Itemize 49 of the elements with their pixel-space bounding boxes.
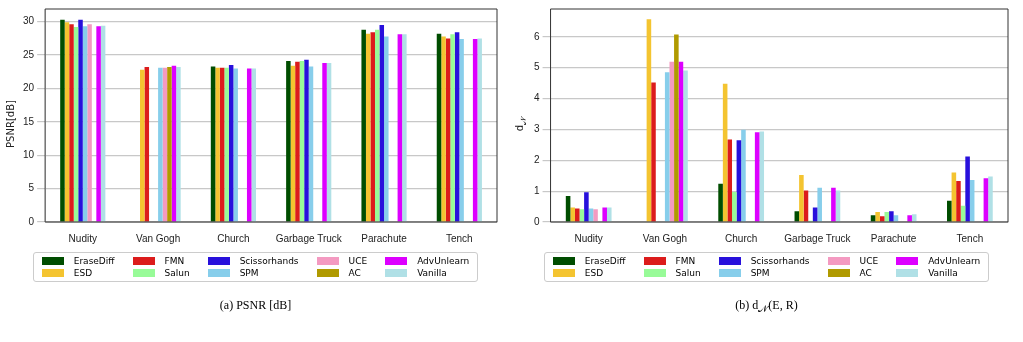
legend-label: Scissorhands: [750, 256, 810, 266]
legend-label: AC: [348, 268, 361, 278]
x-tick-label: Parachute: [870, 232, 917, 244]
legend-label: ESD: [73, 268, 93, 278]
legend-label: Salun: [675, 268, 701, 278]
x-tick-label: Church: [217, 232, 250, 244]
y-axis-title: PSNR[dB]: [4, 100, 16, 148]
legend-label: EraseDiff: [73, 256, 115, 266]
x-tick-label: Nudity: [68, 232, 97, 244]
legend-label: ESD: [584, 268, 604, 278]
legend-label: Vanilla: [928, 268, 958, 278]
legend-label: FMN: [675, 256, 696, 266]
legend-label: Salun: [164, 268, 190, 278]
legend-label: UCE: [859, 256, 879, 266]
y-tick-label: 0: [534, 215, 540, 227]
x-tick-label: Church: [725, 232, 758, 244]
text: (b) d$_{𝒩}$(E, R): [735, 298, 798, 316]
legend-label: Scissorhands: [239, 256, 299, 266]
text: (a) PSNR [dB]: [219, 298, 292, 313]
y-tick-label: 2: [534, 154, 540, 166]
y-tick-label: 1: [534, 184, 540, 196]
y-tick-label: 10: [23, 148, 35, 160]
legend-label: FMN: [164, 256, 185, 266]
y-tick-label: 30: [23, 15, 35, 27]
x-tick-label: Garbage Truck: [275, 232, 343, 244]
legend-label: SPM: [750, 268, 770, 278]
y-tick-label: 3: [534, 123, 540, 135]
y-tick-label: 20: [23, 82, 35, 94]
y-tick-label: 5: [28, 182, 35, 194]
legend-label: AC: [859, 268, 872, 278]
x-tick-label: Parachute: [361, 232, 408, 244]
x-tick-label: Van Gogh: [642, 232, 688, 244]
legend-label: EraseDiff: [584, 256, 626, 266]
x-tick-label: Van Gogh: [135, 232, 181, 244]
legend-label: Vanilla: [417, 268, 447, 278]
y-tick-label: 15: [23, 115, 35, 127]
y-tick-label: 4: [534, 92, 540, 104]
x-tick-label: Tench: [956, 232, 984, 244]
x-tick-label: Tench: [446, 232, 473, 244]
legend-label: SPM: [239, 268, 259, 278]
legend-label: UCE: [348, 256, 368, 266]
legend-label: AdvUnlearn: [417, 256, 470, 266]
y-tick-label: 6: [534, 30, 540, 42]
y-tick-label: 25: [23, 48, 35, 60]
y-tick-label: 5: [534, 61, 540, 73]
y-tick-label: 0: [28, 215, 35, 227]
x-tick-label: Garbage Truck: [784, 232, 852, 244]
x-tick-label: Nudity: [574, 232, 603, 244]
legend-label: AdvUnlearn: [928, 256, 981, 266]
